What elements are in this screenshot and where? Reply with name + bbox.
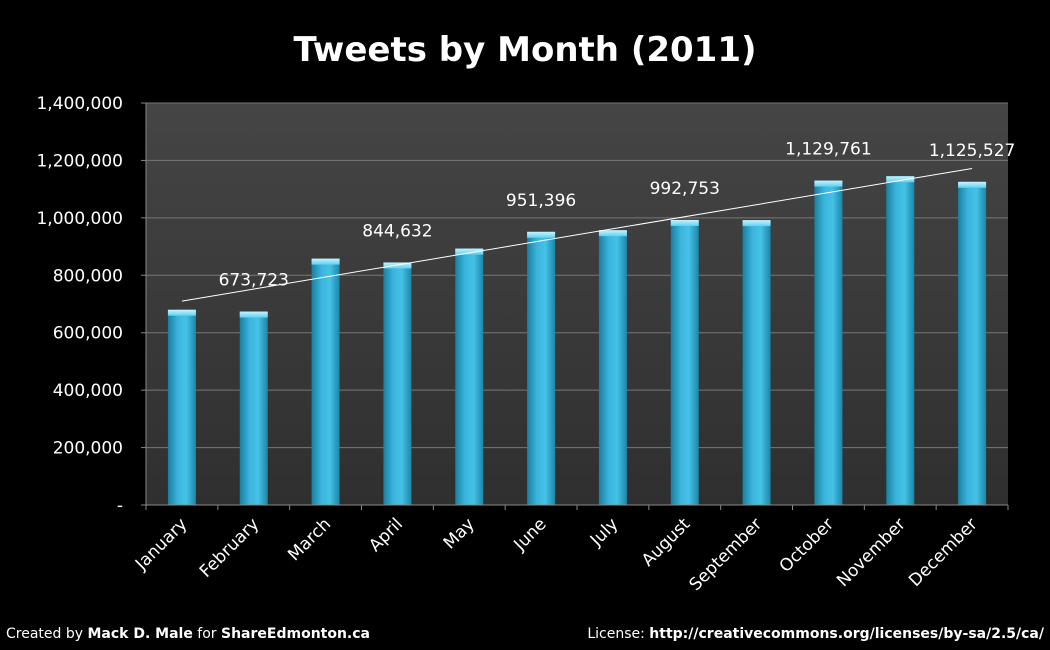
data-label: 844,632: [362, 221, 432, 241]
data-label: 1,125,527: [929, 141, 1016, 161]
footer-license: License: http://creativecommons.org/lice…: [587, 626, 1044, 642]
y-tick-label: -: [117, 496, 123, 516]
x-tick-label: March: [284, 514, 335, 565]
data-label: 673,723: [219, 271, 289, 291]
bar-cap: [670, 219, 699, 226]
data-label: 951,396: [506, 191, 576, 211]
bar-july: [598, 230, 627, 505]
footer-license-link[interactable]: http://creativecommons.org/licenses/by-s…: [649, 626, 1044, 642]
bar-october: [814, 180, 843, 505]
bar-cap: [742, 220, 771, 227]
bar-cap: [814, 180, 843, 187]
bar-cap: [383, 262, 412, 269]
x-tick-label: September: [686, 514, 767, 595]
bar-may: [455, 248, 484, 505]
bar-september: [742, 220, 771, 505]
chart-title: Tweets by Month (2011): [293, 30, 757, 70]
x-tick-label: April: [365, 514, 407, 556]
y-tick-label: 1,200,000: [36, 151, 123, 171]
bar-cap: [167, 309, 196, 316]
trendline-group: [181, 167, 973, 302]
bar-january: [167, 309, 196, 505]
x-tick-label: June: [510, 514, 551, 555]
footer-license-prefix: License:: [587, 626, 650, 642]
x-tick-label: August: [638, 514, 694, 570]
data-label: 992,753: [650, 179, 720, 199]
bar-cap: [239, 311, 268, 318]
x-tick-label: February: [196, 514, 263, 581]
x-tick-label: July: [586, 514, 622, 550]
bar-june: [527, 231, 556, 506]
y-tick-label: 400,000: [53, 381, 123, 401]
trendline: [181, 167, 973, 302]
gridlines: [146, 102, 1008, 449]
footer-credit: Created by Mack D. Male for ShareEdmonto…: [6, 626, 370, 642]
x-tick-label: October: [776, 514, 838, 576]
y-tick-label: 600,000: [53, 324, 123, 344]
bar-cap: [958, 181, 987, 188]
data-labels: 673,723 844,632 951,396 992,753 1,129,761 1,1…: [219, 140, 1016, 291]
y-tick-label: 800,000: [53, 266, 123, 286]
y-tick-label: 1,400,000: [36, 94, 123, 114]
bars: [167, 176, 987, 506]
x-tick-label: December: [905, 514, 981, 590]
plot-area: [146, 103, 1008, 505]
footer-credit-prefix: Created by: [6, 626, 88, 642]
bar-february: [239, 311, 268, 505]
bar-april: [383, 262, 412, 505]
bar-december: [958, 181, 987, 505]
x-tick-label: May: [440, 514, 479, 553]
bar-cap: [527, 231, 556, 238]
bar-march: [311, 258, 340, 505]
bar-cap: [311, 258, 340, 265]
footer-site-link[interactable]: ShareEdmonton.ca: [221, 626, 370, 642]
bar-cap: [455, 248, 484, 255]
x-tick-label: November: [833, 514, 910, 591]
footer-credit-mid: for: [192, 626, 221, 642]
bar-cap: [598, 230, 627, 237]
data-label: 1,129,761: [785, 140, 872, 160]
bar-cap: [886, 176, 915, 183]
bar-november: [886, 176, 915, 505]
x-tick-label: January: [131, 514, 191, 574]
footer-author: Mack D. Male: [87, 626, 193, 642]
y-tick-label: 200,000: [53, 439, 123, 459]
bar-august: [670, 219, 699, 506]
y-tick-label: 1,000,000: [36, 209, 123, 229]
